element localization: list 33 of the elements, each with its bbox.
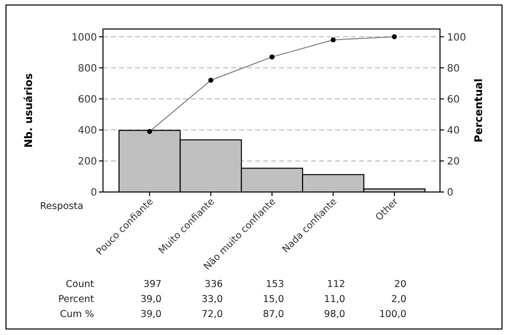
- y2-axis-title: Percentual: [473, 78, 485, 142]
- text: 39,0: [140, 294, 162, 305]
- data-label: 397: [143, 279, 162, 290]
- y-tick-label: 600: [78, 94, 97, 106]
- y-tick-label: 200: [78, 156, 97, 168]
- x-axis-title: Resposta: [40, 201, 84, 212]
- data-label: 98,0: [324, 309, 346, 320]
- text: 15,0: [262, 294, 284, 305]
- data-label: 100,0: [379, 309, 406, 320]
- text: 11,0: [324, 294, 346, 305]
- data-label: 336: [204, 279, 223, 290]
- y2-tick-label: 80: [447, 63, 460, 74]
- y-tick-label: 800: [78, 63, 97, 74]
- data-label: 39,0: [140, 309, 162, 320]
- y2-tick-label: 0: [447, 188, 454, 198]
- data-label: 112: [327, 279, 346, 290]
- y2-tick-label: 20: [447, 156, 460, 168]
- text: 2,0: [391, 294, 406, 305]
- data-label: 87,0: [262, 309, 284, 320]
- y-tick-label: 1000: [72, 32, 97, 44]
- y2-tick-label: 100: [447, 32, 466, 44]
- y-tick-label: 400: [78, 125, 97, 136]
- text: Percent: [58, 294, 94, 305]
- data-label: 72,0: [202, 309, 223, 320]
- text: Cum %: [60, 309, 94, 320]
- y-axis-title: Nb. usuários: [23, 73, 35, 148]
- text: Count: [66, 279, 94, 290]
- text: 33,0: [202, 294, 223, 305]
- y2-tick-label: 40: [447, 125, 460, 136]
- data-label: 153: [266, 279, 284, 290]
- y2-tick-label: 60: [447, 94, 460, 106]
- data-label: 20: [394, 279, 406, 290]
- y-tick-label: 0: [90, 188, 97, 198]
